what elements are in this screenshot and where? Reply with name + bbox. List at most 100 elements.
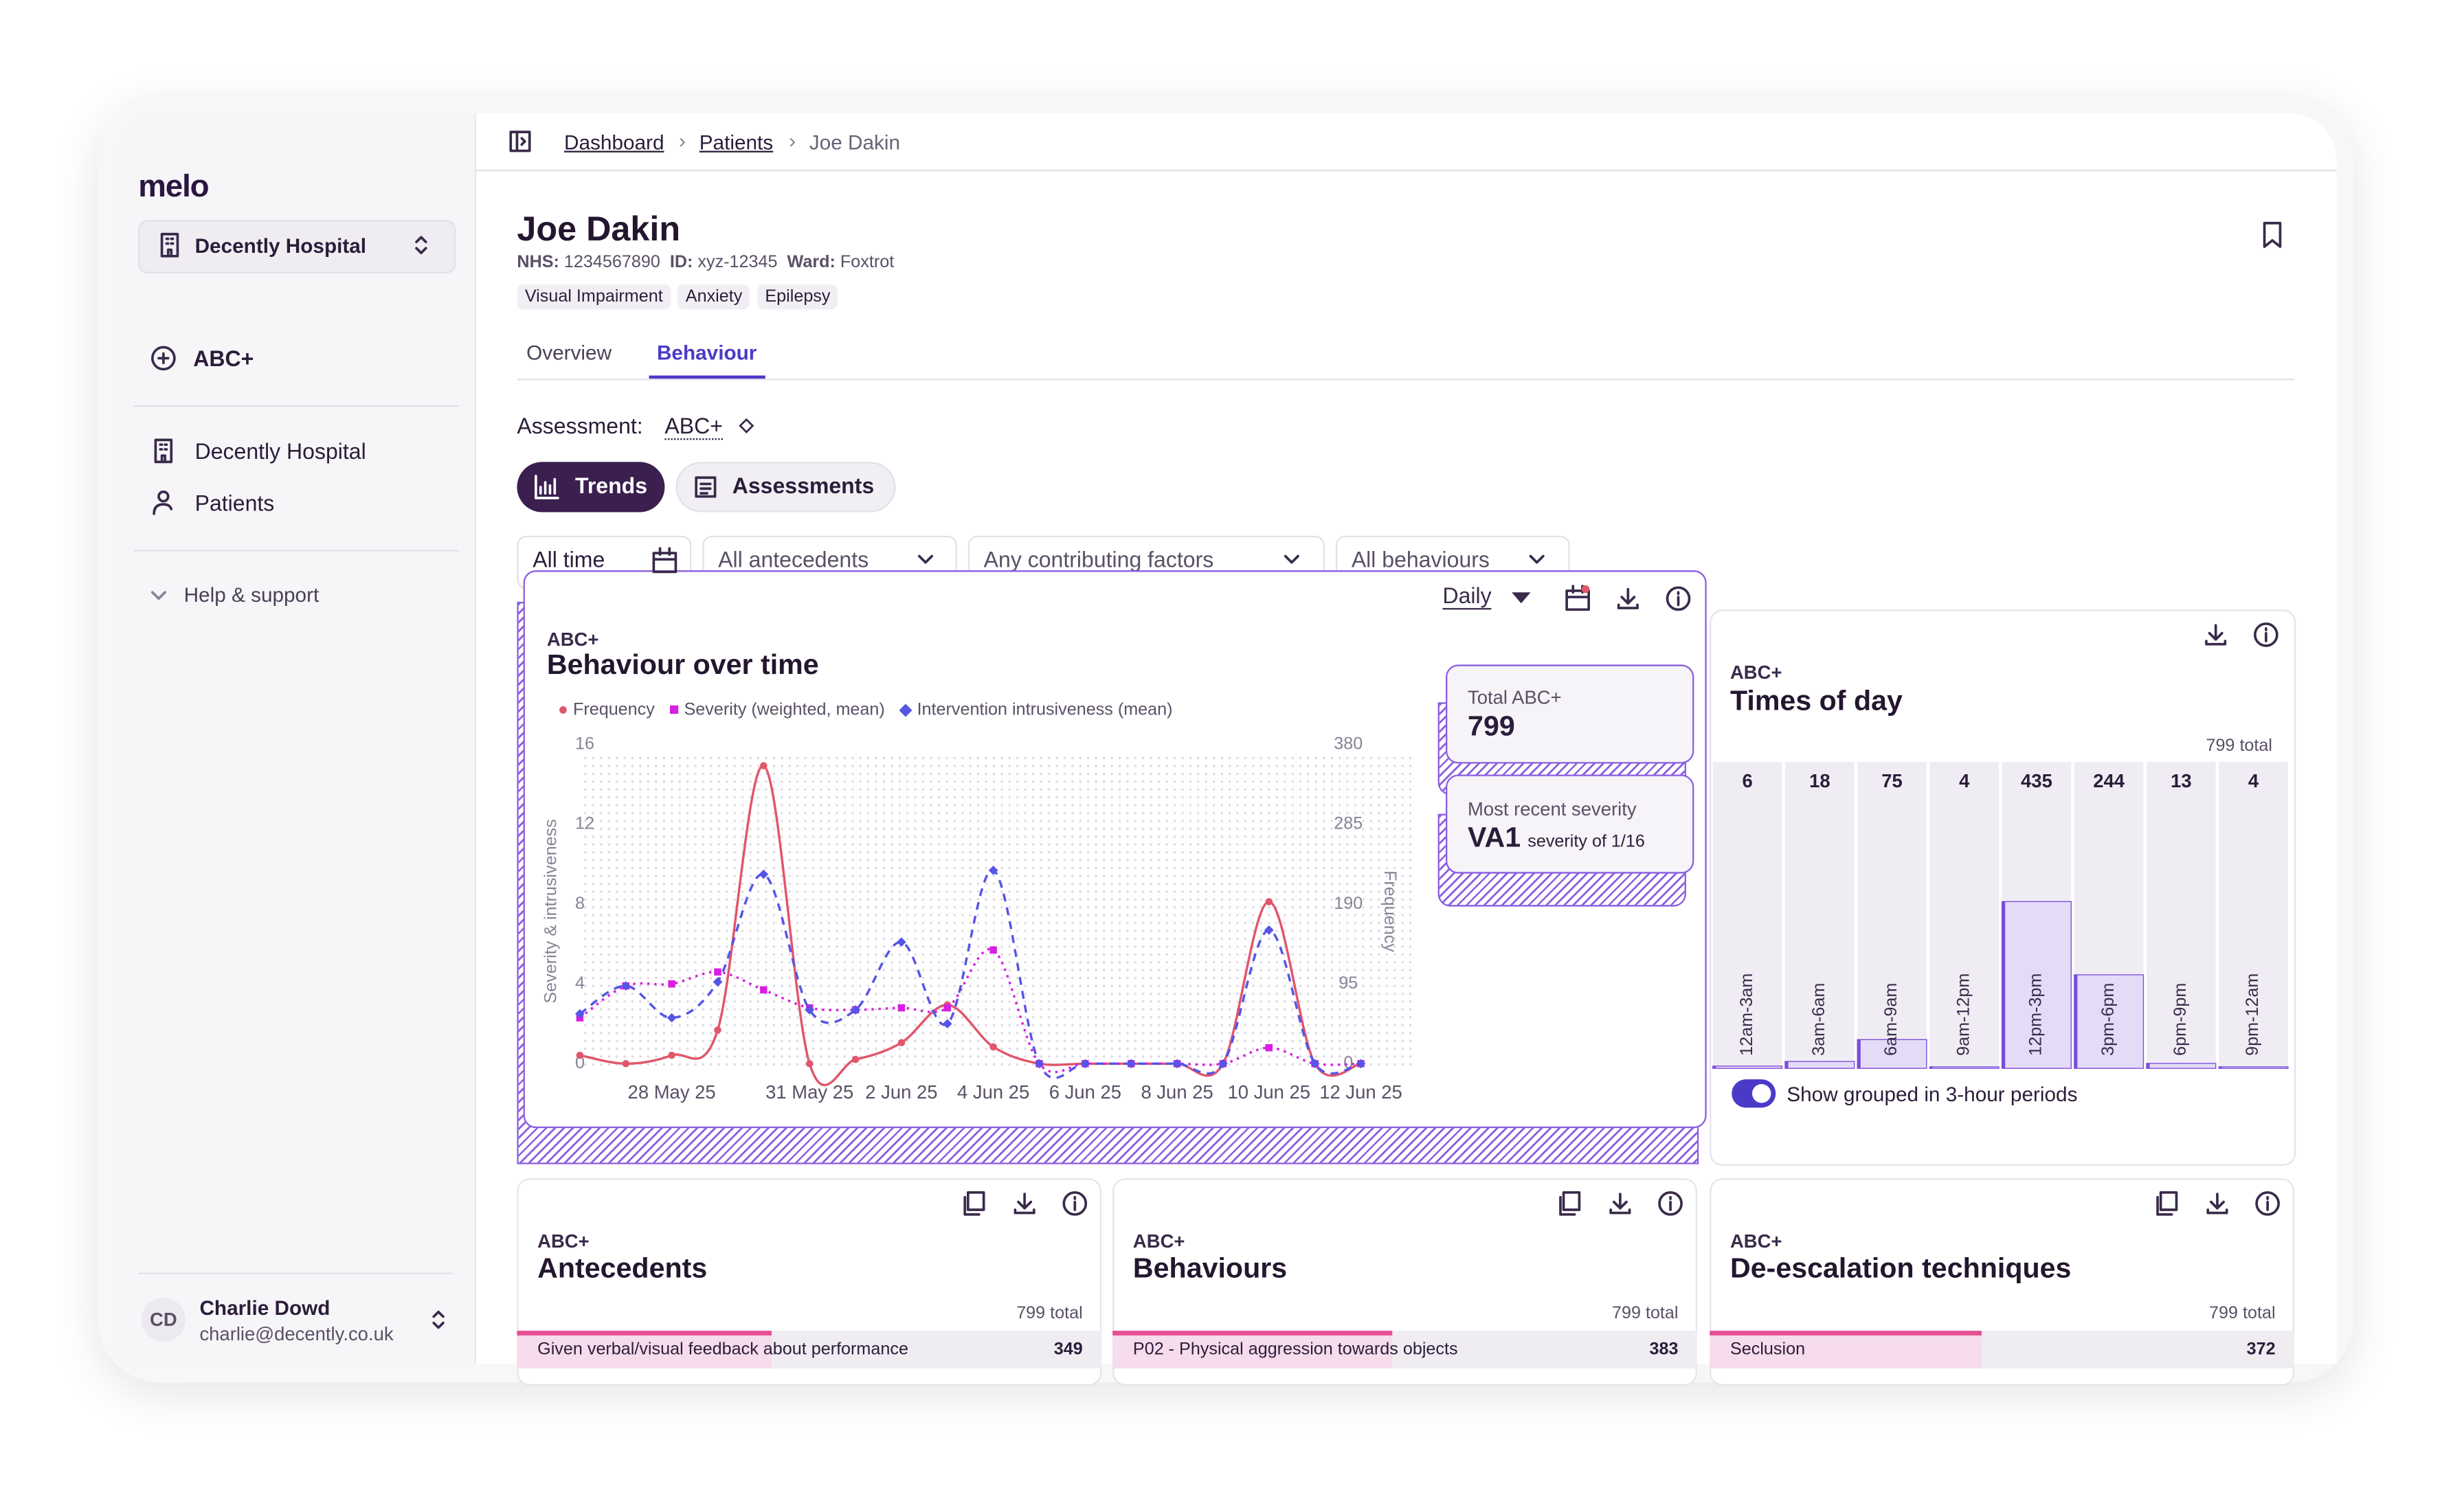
point [1265,898,1273,905]
help-support[interactable]: Help & support [183,583,320,607]
info-icon[interactable] [1062,1191,1088,1216]
chart-icon[interactable] [535,475,559,499]
bar [2001,901,2072,1069]
y-tick-label: 12 [575,814,594,833]
down-icon[interactable] [1284,554,1299,564]
bar [1712,1066,1783,1069]
down-icon[interactable] [918,554,934,564]
person-icon[interactable] [153,491,173,515]
meta-value: 1234567890 [563,253,660,272]
stat-label: Most recent severity [1468,798,1637,820]
filter-label: All time [533,546,605,572]
legend-label[interactable]: Severity (weighted, mean) [684,701,885,720]
down-icon[interactable] [151,591,166,600]
interval-select[interactable]: Daily [1442,584,1492,610]
total-part: 799 [1611,1304,1641,1323]
bar [1784,1061,1855,1069]
nav-hospital[interactable]: Decently Hospital [194,438,366,464]
list-icon[interactable] [695,476,717,498]
value-label: 435 [2021,770,2052,791]
calendar-icon[interactable] [1565,585,1590,611]
bar [1857,1039,1927,1069]
point [714,968,721,976]
divider [133,405,459,407]
bar [2218,1066,2289,1069]
toggle-label: Show grouped in 3-hour periods [1787,1082,2078,1107]
y-tick-label: 16 [575,734,594,754]
breadcrumb-separator: › [678,128,686,153]
copy-icon[interactable] [2156,1191,2178,1216]
column [2219,762,2288,1069]
y2-tick-label: 190 [1334,894,1363,913]
total-part: total [1645,1304,1679,1323]
panel-icon[interactable] [509,131,531,153]
logo[interactable]: melo [138,169,209,205]
tab[interactable]: Overview [526,341,612,365]
download-icon[interactable] [2205,624,2227,646]
point [897,1004,906,1012]
point [897,1039,906,1047]
info-icon[interactable] [2254,622,2278,647]
row-bar [517,1331,773,1368]
nav-abc[interactable]: ABC+ [193,346,254,371]
hospital-selector[interactable] [138,220,456,273]
y2-tick-label: 285 [1334,814,1363,833]
x-tick-label: 6 Jun 25 [1049,1081,1121,1103]
legend-marker: ■ [669,701,680,720]
copy-icon[interactable] [963,1191,985,1216]
breadcrumb-link[interactable]: Dashboard [564,130,664,155]
user-email: charlie@decently.co.uk [199,1322,394,1345]
point [942,1019,952,1029]
toggle-knob [1752,1084,1771,1103]
point [897,937,906,947]
bar [2146,1063,2217,1069]
calendar-icon[interactable] [652,547,677,574]
toggle[interactable] [675,462,896,512]
total: 799 total [517,1304,1083,1322]
breadcrumb-separator: › [789,128,796,153]
download-icon[interactable] [1013,1193,1035,1215]
tab-active[interactable]: Behaviour [656,341,757,365]
updown-icon[interactable] [432,1310,445,1329]
legend: ● Frequency ■ Severity (weighted, mean) ◆ Int… [558,699,1173,720]
info-icon[interactable] [1666,586,1691,611]
sort-icon [739,418,754,433]
bookmark-icon[interactable] [2263,221,2282,248]
point [668,980,675,988]
sidebar [117,113,476,1364]
value-label: 75 [1881,770,1903,791]
download-icon[interactable] [1609,1193,1631,1215]
assessment-select[interactable]: ABC+ [664,413,723,440]
updown-icon[interactable] [415,236,427,255]
x-tick-label: 4 Jun 25 [957,1081,1029,1103]
point [714,1026,721,1034]
legend-label[interactable]: Frequency [572,701,655,720]
breadcrumb-link[interactable]: Patients [699,130,774,155]
breadcrumb-current: Joe Dakin [809,130,901,155]
building-icon[interactable] [160,232,179,258]
point [851,1055,860,1063]
plus-icon[interactable] [151,346,176,371]
column [1929,762,2000,1069]
down-icon[interactable] [1529,554,1545,564]
meta-value: xyz-12345 [697,253,778,272]
user-avatar: CD [141,1298,186,1342]
stat-value: VA1 [1468,822,1521,853]
x-tick-label: 10 Jun 25 [1228,1081,1311,1103]
nav-patients[interactable]: Patients [194,490,275,516]
copy-icon[interactable] [1559,1191,1581,1216]
download-icon[interactable] [1617,587,1639,609]
card-title: Antecedents [537,1252,708,1284]
y-axis-title: Severity & intrusiveness [541,819,560,1003]
filter-label: All antecedents [718,546,869,572]
download-icon[interactable] [2206,1193,2228,1215]
building-icon[interactable] [154,438,173,464]
meta-label: Ward: [787,253,836,272]
info-icon[interactable] [2255,1191,2280,1216]
legend-label[interactable]: Intervention intrusiveness (mean) [917,701,1173,720]
bar [2074,974,2144,1069]
info-icon[interactable] [1658,1191,1683,1216]
notification-dot [1581,585,1590,594]
value-label: 4 [2248,770,2259,791]
